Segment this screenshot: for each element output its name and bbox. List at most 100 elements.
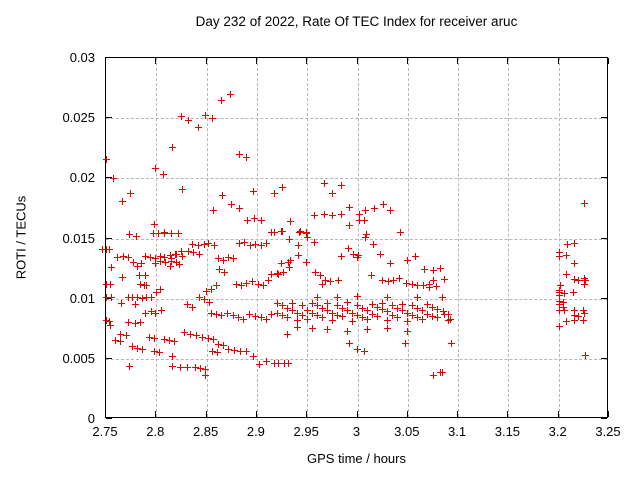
data-point <box>279 268 287 276</box>
data-point <box>166 262 174 270</box>
x-tick-label: 3 <box>352 424 361 439</box>
data-point <box>447 339 455 347</box>
data-point <box>362 207 370 215</box>
data-point <box>277 260 285 268</box>
data-point <box>414 293 422 301</box>
data-point <box>414 314 422 322</box>
data-point <box>356 216 363 224</box>
data-point <box>430 267 438 275</box>
data-point <box>167 230 175 238</box>
data-point <box>106 321 114 329</box>
y-tick-label: 0.005 <box>62 350 95 366</box>
data-point <box>177 113 185 121</box>
data-point <box>334 277 342 285</box>
data-point <box>227 90 235 98</box>
data-point <box>107 293 115 301</box>
x-tick-mark <box>557 58 559 64</box>
data-point <box>238 281 246 289</box>
data-point <box>424 301 432 309</box>
data-point <box>124 293 132 301</box>
data-point <box>175 261 183 269</box>
data-point <box>263 357 271 365</box>
data-point <box>379 305 387 313</box>
data-point <box>308 325 316 333</box>
data-point <box>343 307 351 315</box>
data-point <box>128 293 136 301</box>
data-point <box>240 315 248 323</box>
gridline-y <box>106 178 607 180</box>
data-point <box>396 274 404 282</box>
y-tick-mark <box>601 117 607 119</box>
data-point <box>389 302 397 310</box>
data-point <box>236 239 244 247</box>
data-point <box>141 253 149 261</box>
data-point <box>557 281 565 289</box>
data-point <box>364 315 372 323</box>
data-point <box>270 190 278 198</box>
data-point <box>320 210 328 218</box>
data-point <box>426 280 434 288</box>
data-point <box>429 303 437 311</box>
data-point <box>440 275 448 283</box>
data-point <box>106 280 114 288</box>
data-point <box>359 314 367 322</box>
gridline-x <box>256 58 258 417</box>
data-point <box>258 314 266 322</box>
data-point <box>137 260 145 268</box>
data-point <box>184 117 192 125</box>
data-point <box>235 314 243 322</box>
data-point <box>385 278 393 286</box>
data-point <box>369 310 377 318</box>
data-point <box>278 227 286 235</box>
x-tick-mark <box>457 411 459 417</box>
data-point <box>168 362 176 370</box>
data-point <box>446 315 454 323</box>
data-point <box>140 281 148 289</box>
data-point <box>152 289 160 297</box>
data-point <box>570 289 578 297</box>
data-point <box>129 259 137 267</box>
gridline-y <box>106 358 607 360</box>
data-point <box>167 257 175 265</box>
x-tick-mark <box>356 58 358 64</box>
data-point <box>111 337 119 345</box>
data-point <box>288 307 296 315</box>
data-point <box>394 314 402 322</box>
data-point <box>214 349 222 357</box>
data-point <box>419 307 427 315</box>
data-point <box>404 318 412 326</box>
chart-title: Day 232 of 2022, Rate Of TEC Index for r… <box>195 14 518 29</box>
data-point <box>571 312 579 319</box>
gridline-x <box>206 58 208 417</box>
y-tick-mark <box>601 177 607 179</box>
data-point <box>225 345 233 353</box>
data-point <box>323 299 331 307</box>
data-point <box>399 307 407 315</box>
gridline-x <box>558 58 560 417</box>
data-point <box>192 363 200 371</box>
data-point <box>414 281 422 289</box>
x-tick-label: 3.25 <box>595 424 621 439</box>
data-point <box>308 309 316 317</box>
data-point <box>172 250 180 258</box>
data-point <box>177 248 185 256</box>
plot-area <box>99 57 609 419</box>
data-point <box>430 372 438 380</box>
data-point <box>273 299 281 307</box>
data-point <box>294 242 302 250</box>
data-point <box>197 364 205 372</box>
data-point <box>178 253 186 261</box>
data-point <box>161 259 169 267</box>
data-point <box>146 254 154 262</box>
x-tick-mark <box>306 411 308 417</box>
data-point <box>211 242 219 250</box>
y-tick-mark <box>106 237 112 239</box>
data-point <box>437 368 445 376</box>
data-point <box>220 256 228 264</box>
data-point <box>268 271 276 279</box>
data-point <box>337 253 345 261</box>
data-point <box>252 313 260 321</box>
data-point <box>195 124 203 132</box>
y-tick-label: 0 <box>87 411 95 426</box>
data-point <box>556 291 564 299</box>
